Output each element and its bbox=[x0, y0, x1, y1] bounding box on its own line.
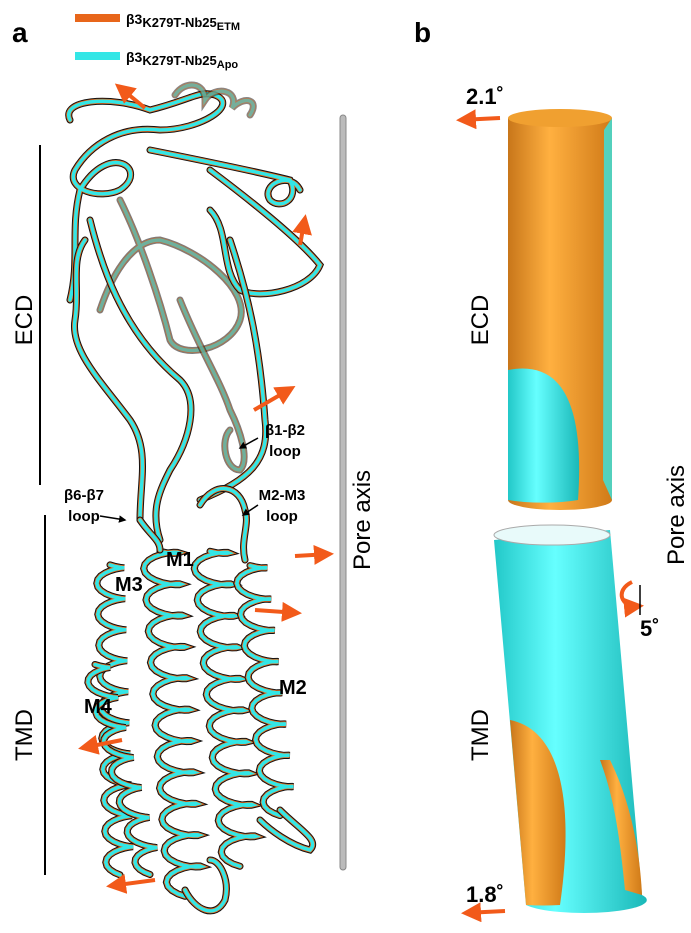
pore-axis bbox=[340, 115, 346, 870]
domain-label: TMD bbox=[11, 709, 38, 761]
legend-entry: β3K279T-Nb25ETM bbox=[126, 11, 240, 33]
pointer bbox=[100, 516, 125, 520]
helix-label: M2 bbox=[279, 677, 307, 699]
legend: β3K279T-Nb25ETM β3K279T-Nb25Apo bbox=[75, 11, 240, 71]
loop-label: β6-β7 bbox=[64, 487, 104, 504]
angle-label: 5˚ bbox=[640, 616, 660, 641]
figure: a b β3K279T-Nb25ETM β3K279T-Nb25Apo ECD … bbox=[0, 0, 691, 933]
domain-label: ECD bbox=[467, 295, 494, 346]
helix-label: M4 bbox=[84, 696, 113, 718]
panel-label: b bbox=[414, 17, 431, 48]
loop-label: β1-β2 bbox=[265, 422, 305, 439]
helix-label: M3 bbox=[115, 574, 143, 596]
axis-label: Pore axis bbox=[663, 465, 690, 565]
cylinders bbox=[494, 109, 647, 913]
domain-label: ECD bbox=[11, 295, 38, 346]
helix-label: M1 bbox=[166, 549, 194, 571]
angle-label: 1.8˚ bbox=[466, 882, 504, 907]
loop-label: loop bbox=[266, 508, 298, 525]
angle-label: 2.1˚ bbox=[466, 84, 504, 109]
domain-label: TMD bbox=[467, 709, 494, 761]
axis-label: Pore axis bbox=[349, 470, 376, 570]
loop-label: M2-M3 bbox=[259, 487, 306, 504]
panel-label: a bbox=[12, 17, 28, 48]
loop-label: loop bbox=[68, 508, 100, 525]
legend-entry: β3K279T-Nb25Apo bbox=[126, 49, 238, 71]
loop-label: loop bbox=[269, 443, 301, 460]
